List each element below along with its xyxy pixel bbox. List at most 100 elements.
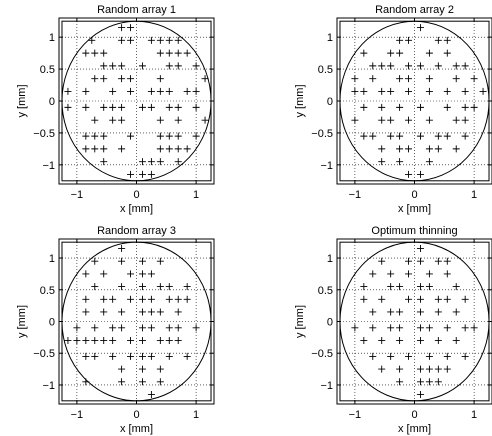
- data-point: [156, 365, 164, 373]
- data-point: [138, 308, 146, 316]
- data-point: [100, 62, 108, 70]
- data-point: [138, 103, 146, 111]
- data-point: [147, 170, 155, 178]
- y-axis-label: y [mm]: [16, 305, 28, 338]
- data-point: [461, 295, 469, 303]
- data-point: [443, 87, 451, 95]
- y-tick-label: 1: [49, 253, 55, 265]
- data-point: [369, 324, 377, 332]
- y-tick-label: 0.5: [40, 285, 55, 297]
- data-point: [405, 75, 413, 83]
- data-point: [165, 49, 173, 57]
- data-point: [434, 145, 442, 153]
- y-tick-label: 0.5: [318, 285, 333, 297]
- data-point: [434, 378, 442, 386]
- data-point: [118, 308, 126, 316]
- data-point: [452, 283, 460, 291]
- data-point: [416, 170, 424, 178]
- data-point: [138, 324, 146, 332]
- panel-3: −1 0 1 1 0.5 0 −0.5 −1 Random array 3 x [mm] y [mm…: [16, 225, 215, 435]
- data-point: [118, 75, 126, 83]
- data-point: [461, 62, 469, 70]
- data-point: [416, 257, 424, 265]
- data-point: [387, 87, 395, 95]
- data-point: [127, 352, 135, 360]
- data-point: [174, 132, 182, 140]
- data-point: [452, 116, 460, 124]
- y-tick-label: −1: [42, 160, 55, 172]
- data-point: [192, 87, 200, 95]
- data-point: [156, 75, 164, 83]
- data-point: [434, 295, 442, 303]
- data-point: [82, 352, 90, 360]
- data-point: [174, 337, 182, 345]
- data-point: [470, 324, 478, 332]
- data-point: [138, 257, 146, 265]
- data-point: [147, 270, 155, 278]
- x-tick-label: −1: [349, 189, 362, 201]
- data-point: [138, 378, 146, 386]
- data-point: [165, 132, 173, 140]
- data-point: [396, 378, 404, 386]
- data-point: [82, 337, 90, 345]
- data-point: [156, 378, 164, 386]
- data-point: [396, 132, 404, 140]
- data-point: [138, 170, 146, 178]
- data-point: [387, 270, 395, 278]
- data-point: [425, 75, 433, 83]
- panel-1: −1 0 1 1 0.5 0 −0.5 −1 Random array 1 x [mm] y [mm…: [16, 4, 215, 215]
- chart-title: Optimum thinning: [371, 225, 457, 237]
- data-point: [452, 337, 460, 345]
- data-point: [192, 62, 200, 70]
- data-point: [91, 116, 99, 124]
- data-point: [416, 324, 424, 332]
- data-point: [434, 257, 442, 265]
- y-tick-label: −0.5: [33, 348, 55, 360]
- data-point: [192, 103, 200, 111]
- data-point: [387, 49, 395, 57]
- data-point: [147, 390, 155, 398]
- data-point: [165, 337, 173, 345]
- data-point: [434, 62, 442, 70]
- data-point: [88, 36, 96, 44]
- data-point: [461, 352, 469, 360]
- data-point: [425, 145, 433, 153]
- x-tick-label: 1: [193, 189, 199, 201]
- data-point: [396, 145, 404, 153]
- data-point: [156, 283, 164, 291]
- data-point: [91, 75, 99, 83]
- data-point: [183, 49, 191, 57]
- data-point: [91, 283, 99, 291]
- data-point: [91, 324, 99, 332]
- y-tick-label: −1: [42, 380, 55, 392]
- data-point: [109, 62, 117, 70]
- data-point: [165, 324, 173, 332]
- data-point: [100, 158, 108, 166]
- data-point: [416, 62, 424, 70]
- data-point: [156, 145, 164, 153]
- data-point: [156, 158, 164, 166]
- data-point: [165, 103, 173, 111]
- data-point: [387, 308, 395, 316]
- data-point: [100, 295, 108, 303]
- data-point: [452, 145, 460, 153]
- data-point: [425, 365, 433, 373]
- data-point: [201, 75, 209, 83]
- data-point: [147, 324, 155, 332]
- x-tick-label: 1: [471, 189, 477, 201]
- data-point: [174, 308, 182, 316]
- data-point: [91, 352, 99, 360]
- data-point: [396, 75, 404, 83]
- x-tick-label: 0: [133, 409, 139, 421]
- data-point: [443, 295, 451, 303]
- data-point: [405, 36, 413, 44]
- data-point: [147, 295, 155, 303]
- data-point: [156, 49, 164, 57]
- y-tick-label: 0: [327, 317, 333, 329]
- data-point: [387, 283, 395, 291]
- data-point: [156, 132, 164, 140]
- data-point: [360, 295, 368, 303]
- data-point: [82, 145, 90, 153]
- data-point: [138, 365, 146, 373]
- data-point: [118, 365, 126, 373]
